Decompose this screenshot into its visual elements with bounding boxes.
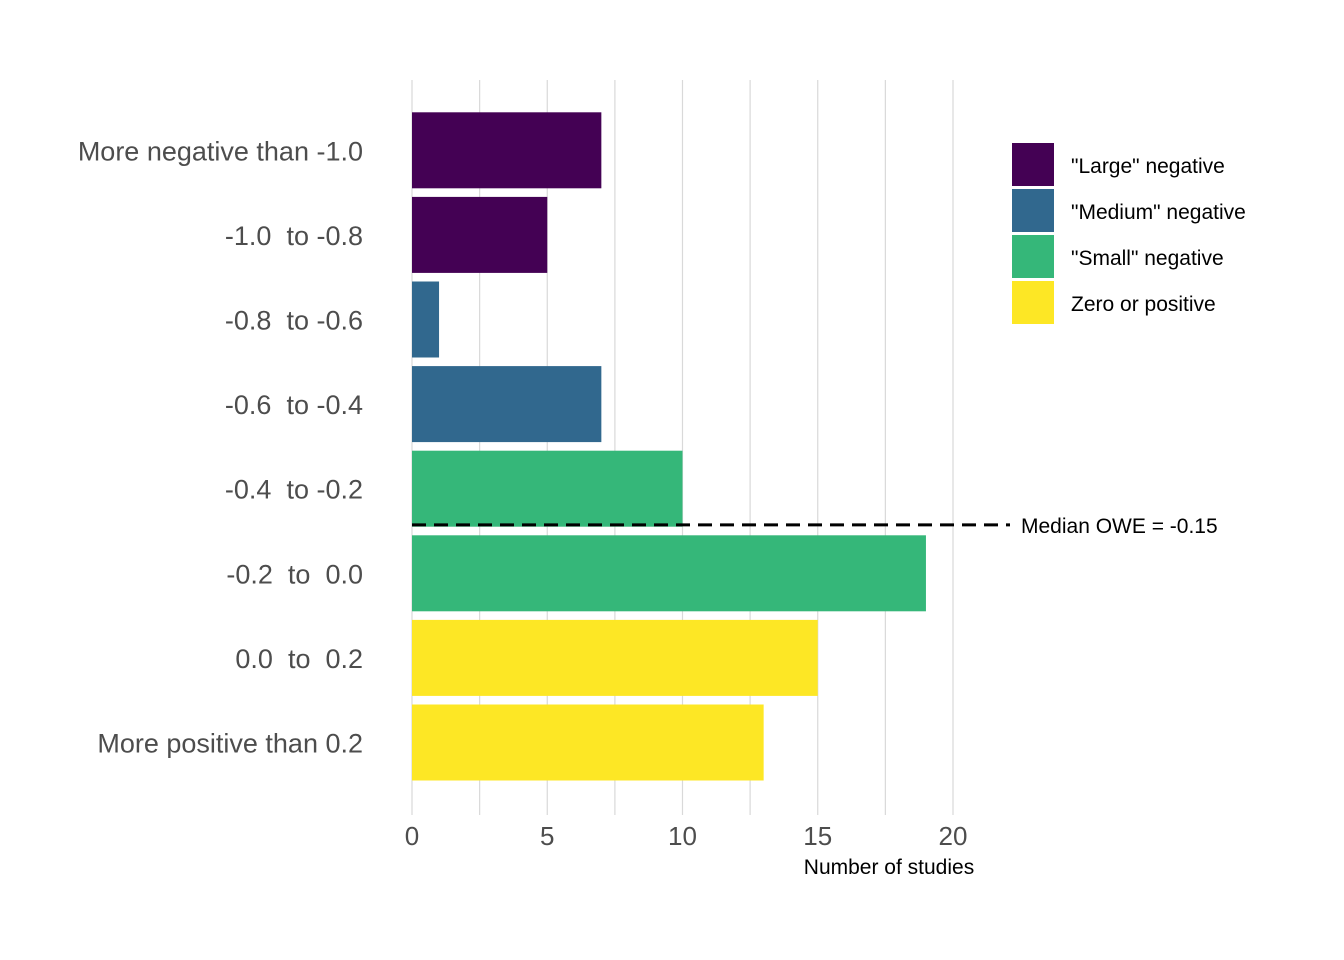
legend-label: "Small" negative xyxy=(1071,247,1224,270)
legend-label: "Medium" negative xyxy=(1071,201,1246,224)
x-axis-title: Number of studies xyxy=(804,856,974,879)
category-label: -0.4 to -0.2 xyxy=(225,475,363,505)
bar xyxy=(412,704,764,781)
category-label: More positive than 0.2 xyxy=(97,729,363,759)
bars xyxy=(412,112,926,781)
legend-swatch xyxy=(1012,143,1054,186)
category-label: -1.0 to -0.8 xyxy=(225,221,363,251)
legend-swatch xyxy=(1012,189,1054,232)
category-label: 0.0 to 0.2 xyxy=(235,644,363,674)
median-annotation: Median OWE = -0.15 xyxy=(1021,515,1218,538)
x-tick-label: 20 xyxy=(939,821,968,851)
bar xyxy=(412,112,602,189)
category-label: -0.8 to -0.6 xyxy=(225,306,363,336)
legend-label: "Large" negative xyxy=(1071,155,1225,178)
legend-swatch xyxy=(1012,281,1054,324)
x-tick-label: 15 xyxy=(803,821,832,851)
bar xyxy=(412,366,602,443)
category-label: -0.2 to 0.0 xyxy=(226,559,363,589)
bar xyxy=(412,450,683,527)
x-tick-labels: 0 5 10 15 20 xyxy=(405,821,968,851)
category-label: More negative than -1.0 xyxy=(78,136,363,166)
legend-label: Zero or positive xyxy=(1071,293,1216,316)
legend: "Large" negative "Medium" negative "Small"… xyxy=(1012,143,1246,324)
bar xyxy=(412,196,548,273)
bar xyxy=(412,619,818,696)
category-label: -0.6 to -0.4 xyxy=(225,390,363,420)
category-labels: More negative than -1.0 -1.0 to -0.8 -0.8 … xyxy=(78,136,363,758)
bar xyxy=(412,281,440,358)
x-tick-label: 0 xyxy=(405,821,419,851)
bar xyxy=(412,535,926,612)
x-tick-label: 10 xyxy=(668,821,697,851)
legend-swatch xyxy=(1012,235,1054,278)
x-tick-label: 5 xyxy=(540,821,554,851)
median-line-group: Median OWE = -0.15 xyxy=(412,515,1218,538)
